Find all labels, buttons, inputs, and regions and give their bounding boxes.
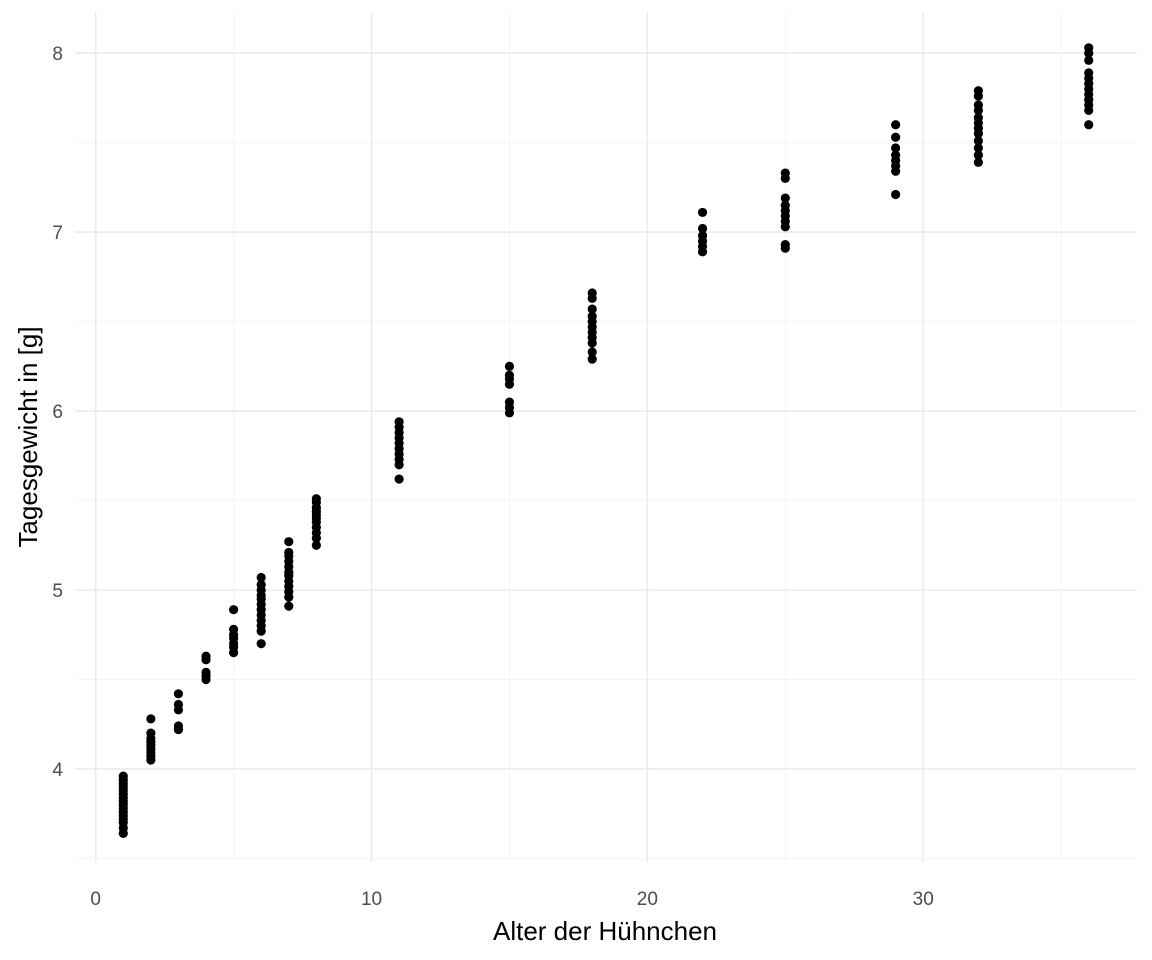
data-point bbox=[201, 667, 211, 677]
data-point bbox=[780, 240, 790, 250]
data-point bbox=[973, 157, 983, 167]
data-point bbox=[201, 651, 211, 661]
data-point bbox=[504, 397, 515, 407]
data-point bbox=[973, 86, 983, 96]
y-tick-label: 5 bbox=[52, 581, 63, 602]
data-point bbox=[173, 721, 184, 731]
data-point bbox=[229, 624, 239, 634]
data-point bbox=[173, 689, 184, 699]
x-tick-label: 0 bbox=[90, 889, 101, 910]
data-point bbox=[256, 580, 266, 590]
data-point bbox=[891, 132, 901, 142]
data-point bbox=[1084, 68, 1094, 78]
y-tick-label: 8 bbox=[52, 44, 63, 65]
data-point bbox=[973, 112, 983, 123]
data-point bbox=[780, 168, 790, 178]
data-point bbox=[311, 540, 321, 550]
data-point bbox=[173, 699, 184, 710]
x-tick-label: 30 bbox=[913, 889, 934, 910]
data-point bbox=[504, 361, 515, 371]
data-point bbox=[146, 728, 156, 738]
data-point bbox=[587, 311, 597, 321]
data-point bbox=[118, 771, 128, 781]
data-point bbox=[973, 136, 983, 146]
data-point bbox=[284, 537, 294, 547]
data-point bbox=[780, 193, 790, 203]
major-gridlines bbox=[75, 12, 1137, 862]
data-point bbox=[229, 605, 239, 615]
y-tick-label: 6 bbox=[52, 402, 63, 423]
data-point bbox=[697, 231, 708, 241]
data-point bbox=[311, 494, 321, 504]
data-point bbox=[891, 189, 901, 200]
data-point bbox=[891, 120, 901, 130]
data-point bbox=[146, 714, 156, 724]
x-tick-label: 10 bbox=[361, 889, 382, 910]
data-point bbox=[284, 601, 294, 611]
data-point bbox=[697, 223, 708, 234]
data-point bbox=[780, 200, 790, 210]
data-point bbox=[394, 474, 404, 484]
x-axis-tick-labels: 0 10 20 30 bbox=[90, 889, 933, 910]
data-point bbox=[973, 150, 983, 160]
data-point bbox=[891, 150, 901, 160]
data-point bbox=[256, 572, 266, 583]
x-axis-title: Alter der Hühnchen bbox=[493, 916, 717, 946]
data-point bbox=[697, 207, 708, 218]
data-point bbox=[587, 304, 597, 314]
data-point bbox=[504, 370, 515, 380]
data-point bbox=[1084, 43, 1094, 53]
x-tick-label: 20 bbox=[637, 889, 658, 910]
y-axis-title: Tagesgewicht in [g] bbox=[13, 326, 43, 547]
data-point bbox=[394, 417, 404, 427]
y-tick-label: 4 bbox=[52, 760, 63, 781]
data-point bbox=[256, 639, 266, 649]
data-point bbox=[284, 547, 294, 558]
data-point bbox=[891, 143, 901, 153]
data-points bbox=[118, 43, 1094, 838]
y-axis-tick-labels: 4 5 6 7 8 bbox=[52, 44, 63, 781]
data-point bbox=[587, 288, 597, 298]
data-point bbox=[587, 354, 597, 364]
data-point bbox=[1084, 120, 1094, 130]
y-tick-label: 7 bbox=[52, 223, 63, 244]
data-point bbox=[973, 143, 983, 153]
data-point bbox=[1084, 55, 1094, 65]
data-point bbox=[973, 100, 983, 110]
minor-gridlines bbox=[75, 12, 1137, 862]
data-point bbox=[587, 347, 597, 357]
